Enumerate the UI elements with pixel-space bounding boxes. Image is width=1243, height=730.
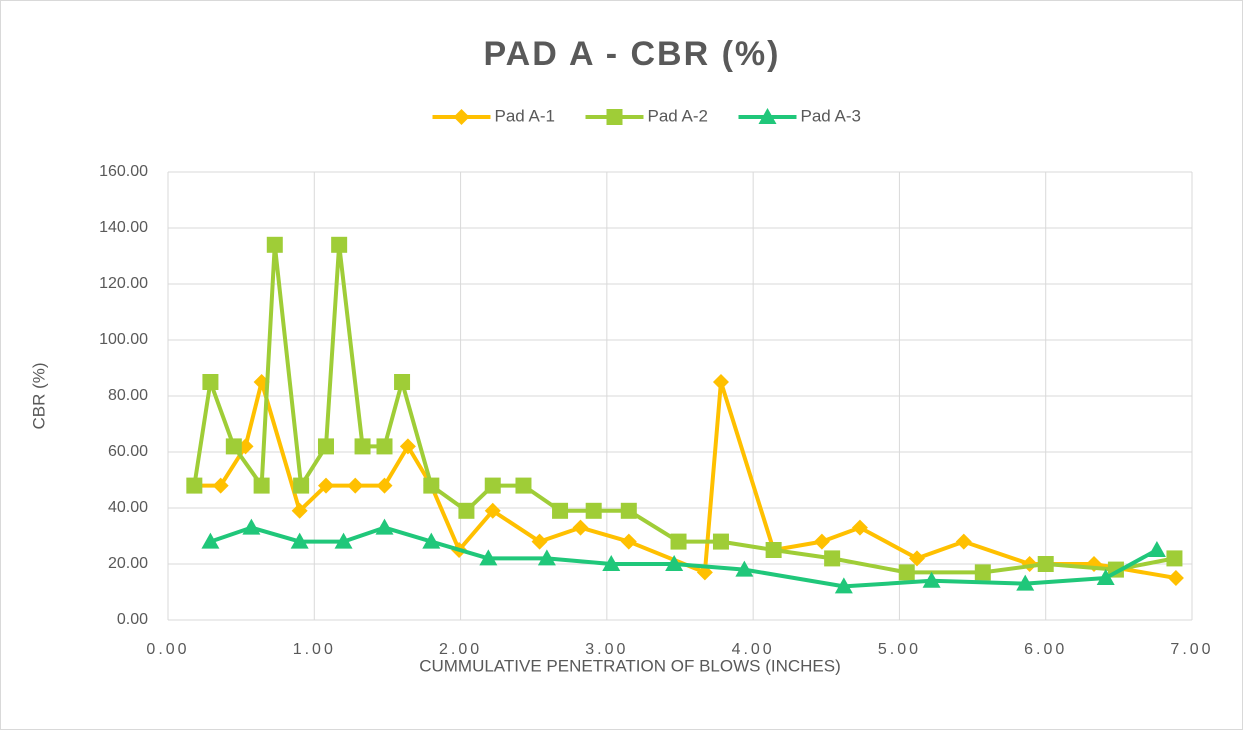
marker	[665, 555, 684, 571]
marker	[670, 533, 687, 550]
x-tick-label: 4.00	[732, 641, 775, 658]
marker	[423, 477, 440, 494]
marker	[422, 532, 441, 549]
marker	[813, 533, 830, 550]
marker	[201, 532, 220, 549]
marker	[955, 533, 972, 550]
marker	[253, 477, 270, 494]
marker	[922, 571, 941, 588]
marker	[479, 549, 498, 566]
legend-item: Pad A-2	[585, 106, 709, 125]
y-tick-label: 140.00	[99, 219, 148, 236]
marker	[712, 374, 729, 390]
marker	[515, 477, 532, 494]
y-tick-label: 120.00	[99, 275, 148, 292]
marker	[620, 533, 637, 550]
marker	[394, 374, 411, 390]
marker	[458, 502, 475, 519]
marker	[347, 477, 364, 494]
marker	[212, 477, 229, 494]
y-axis-label: CBR (%)	[29, 362, 48, 429]
y-tick-label: 40.00	[108, 499, 148, 516]
marker	[1096, 569, 1115, 585]
marker	[291, 502, 308, 519]
y-tick-label: 80.00	[108, 387, 148, 404]
marker	[908, 550, 925, 567]
marker	[585, 502, 602, 519]
marker	[399, 438, 416, 455]
chart-title: PAD A - CBR (%)	[484, 35, 781, 73]
marker	[765, 542, 782, 558]
y-tick-label: 0.00	[117, 611, 148, 628]
legend-marker	[453, 109, 470, 125]
marker	[202, 374, 219, 390]
marker	[376, 477, 393, 494]
marker	[1166, 550, 1183, 567]
marker	[824, 550, 841, 567]
y-tick-label: 60.00	[108, 443, 148, 460]
x-tick-label: 3.00	[585, 641, 628, 658]
legend-marker	[758, 108, 777, 124]
marker	[537, 549, 556, 566]
x-tick-label: 7.00	[1170, 641, 1213, 658]
legend-marker	[606, 109, 623, 125]
marker	[531, 533, 548, 550]
marker	[1037, 556, 1054, 572]
marker	[317, 438, 334, 455]
marker	[484, 502, 501, 519]
y-tick-label: 20.00	[108, 555, 148, 572]
legend-item: Pad A-3	[738, 106, 862, 125]
x-tick-label: 0.00	[146, 641, 189, 658]
marker	[186, 477, 203, 494]
marker	[242, 518, 261, 535]
marker	[375, 518, 394, 535]
marker	[293, 477, 310, 494]
marker	[1167, 570, 1184, 586]
legend-item: Pad A-1	[432, 106, 556, 125]
marker	[354, 438, 371, 455]
marker	[712, 533, 729, 550]
y-tick-label: 100.00	[99, 331, 148, 348]
marker	[602, 555, 621, 571]
marker	[266, 236, 283, 253]
x-tick-label: 6.00	[1024, 641, 1067, 658]
marker	[974, 564, 991, 581]
x-axis-label: CUMMULATIVE PENETRATION OF BLOWS (INCHES…	[419, 656, 841, 675]
marker	[620, 502, 637, 519]
marker	[851, 519, 868, 536]
marker	[484, 477, 501, 494]
marker	[735, 560, 754, 577]
y-tick-label: 160.00	[99, 163, 148, 180]
legend-label: Pad A-2	[648, 106, 709, 125]
marker	[572, 519, 589, 536]
x-tick-label: 2.00	[439, 641, 482, 658]
marker	[290, 532, 309, 549]
legend-label: Pad A-1	[495, 106, 556, 125]
marker	[1016, 574, 1035, 591]
marker	[552, 502, 569, 519]
series-line	[209, 525, 1158, 589]
legend-label: Pad A-3	[801, 106, 862, 125]
marker	[834, 577, 853, 594]
marker	[1021, 556, 1038, 572]
marker	[334, 532, 353, 549]
x-tick-label: 5.00	[878, 641, 921, 658]
marker	[898, 564, 915, 581]
marker	[376, 438, 393, 455]
x-tick-label: 1.00	[293, 641, 336, 658]
marker	[317, 477, 334, 494]
marker	[1147, 541, 1166, 557]
marker	[331, 236, 348, 253]
marker	[225, 438, 242, 455]
